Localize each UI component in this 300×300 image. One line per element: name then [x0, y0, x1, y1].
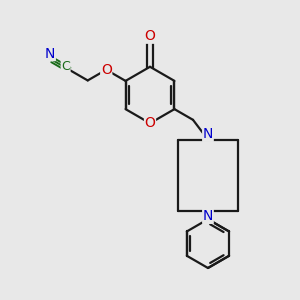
Text: C: C	[61, 60, 70, 73]
Text: O: O	[101, 63, 112, 77]
Text: N: N	[203, 127, 213, 141]
Text: O: O	[145, 116, 155, 130]
Text: O: O	[145, 29, 155, 43]
Text: N: N	[203, 209, 213, 223]
Text: N: N	[45, 46, 55, 61]
